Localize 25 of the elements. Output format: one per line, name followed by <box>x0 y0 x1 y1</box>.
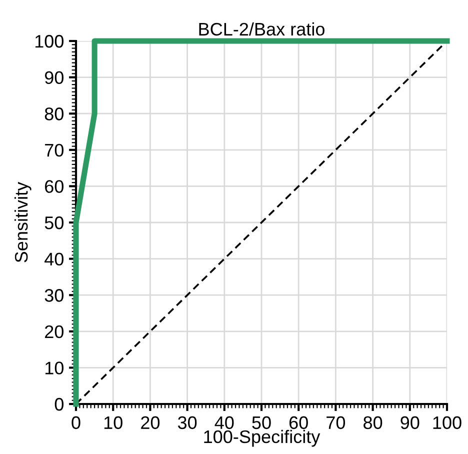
x-tick-label: 90 <box>400 416 420 430</box>
y-axis-title: Sensitivity <box>14 182 32 262</box>
y-tick-label: 60 <box>45 180 64 193</box>
y-tick-label: 70 <box>45 144 64 157</box>
x-tick-label: 60 <box>289 416 308 430</box>
chart-title: BCL-2/Bax ratio <box>199 22 324 36</box>
x-tick-label: 70 <box>326 416 346 430</box>
x-tick-label: 10 <box>104 416 122 430</box>
x-tick-label: 20 <box>141 416 160 430</box>
y-tick-label: 10 <box>45 362 64 374</box>
y-tick-label: 40 <box>44 252 64 266</box>
x-tick-label: 100 <box>433 416 462 430</box>
y-tick-label: 50 <box>44 216 64 230</box>
x-tick-label: 0 <box>72 416 80 430</box>
x-tick-label: 80 <box>364 416 382 430</box>
y-tick-label: 30 <box>44 289 64 302</box>
y-tick-label: 20 <box>45 325 64 338</box>
x-tick-label: 30 <box>178 416 197 430</box>
y-tick-label: 100 <box>35 34 64 48</box>
x-tick-label: 40 <box>214 416 234 430</box>
x-axis-title: 100-Specificity <box>204 430 320 447</box>
y-tick-label: 80 <box>44 108 64 120</box>
x-tick-label: 50 <box>252 416 271 430</box>
y-tick-label: 90 <box>44 71 64 84</box>
y-tick-label: 0 <box>54 398 64 411</box>
